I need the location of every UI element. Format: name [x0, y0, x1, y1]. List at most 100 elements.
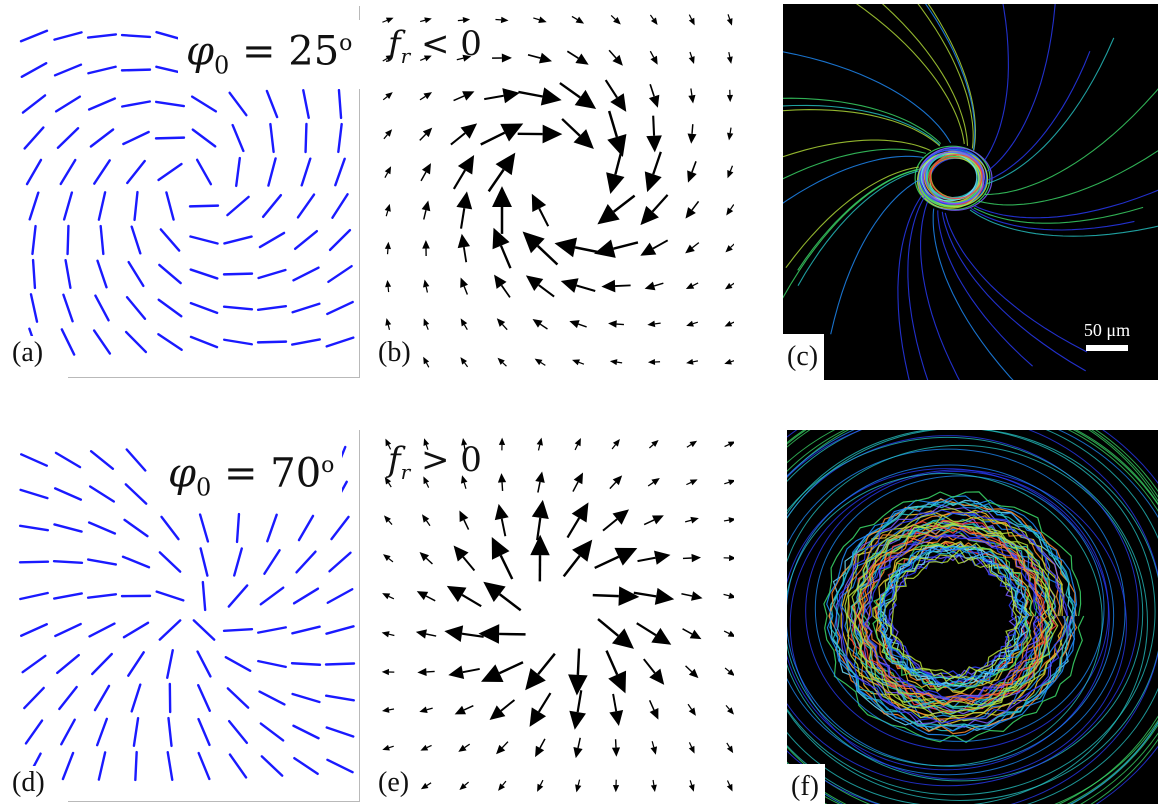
trajectory-outer: [787, 444, 1144, 782]
arrow-head: [607, 134, 627, 157]
director-rod: [258, 690, 286, 706]
director-rod: [122, 130, 150, 146]
arrow-head: [691, 591, 703, 601]
arrow-head: [685, 244, 695, 254]
phi-equation-d: φ0 = 70o: [160, 442, 343, 512]
director-rod: [31, 258, 37, 290]
arrow-head: [384, 476, 392, 485]
director-rod: [99, 224, 105, 256]
arrow-shaft: [561, 118, 581, 137]
director-rod: [291, 338, 321, 346]
panel-label-a: (a): [8, 336, 50, 370]
arrow-head: [613, 17, 621, 25]
arrow-shaft: [687, 703, 693, 710]
arrow-shaft: [382, 96, 388, 101]
arrow-shaft: [536, 517, 542, 541]
arrow-head: [501, 53, 512, 63]
director-rod: [154, 100, 186, 108]
arrow-head: [538, 16, 547, 24]
arrow-head: [423, 55, 432, 62]
arrow-shaft: [501, 741, 509, 749]
director-rod: [292, 266, 320, 282]
director-rod: [290, 662, 322, 666]
director-rod: [160, 515, 180, 541]
arrow-shaft: [648, 444, 654, 449]
arrow-shaft: [385, 210, 389, 217]
frame-line-a-bottom: [68, 377, 360, 378]
trajectory-track: [897, 195, 923, 380]
arrow-head: [728, 554, 734, 562]
arrow-head: [614, 547, 638, 566]
arrow-shaft: [682, 628, 693, 635]
arrow-shaft: [425, 324, 429, 330]
arrow-shaft: [730, 282, 734, 286]
trajectory-orbit: [846, 514, 1059, 717]
director-rod: [291, 625, 321, 635]
arrow-head: [575, 784, 582, 793]
trajectory-track: [987, 37, 1115, 185]
arrow-head: [381, 706, 390, 713]
trajectory-track: [927, 4, 977, 151]
arrow-shaft: [723, 519, 730, 522]
director-rod: [96, 259, 108, 289]
director-rod: [54, 95, 82, 113]
arrow-shaft: [730, 243, 734, 248]
arrow-head: [457, 155, 475, 175]
arrow-shaft: [463, 519, 470, 530]
arrow-head: [618, 586, 640, 606]
arrow-head: [611, 747, 621, 757]
arrow-head: [538, 52, 552, 64]
arrow-head: [492, 186, 512, 208]
director-rod: [133, 190, 139, 222]
director-rod: [64, 259, 72, 289]
arrow-head: [654, 587, 675, 605]
arrow-shaft: [652, 115, 656, 136]
director-rod: [199, 547, 209, 577]
trajectory-orbit: [889, 554, 1018, 678]
arrow-shaft: [726, 780, 731, 786]
arrow-shaft: [728, 51, 731, 58]
arrow-head: [608, 320, 617, 328]
director-rod: [23, 686, 45, 710]
arrow-shaft: [691, 161, 697, 173]
arrow-shaft: [388, 745, 394, 749]
arrow-head: [498, 437, 506, 445]
arrow-head: [385, 92, 393, 99]
director-rod: [235, 156, 241, 188]
arrow-shaft: [684, 519, 692, 523]
arrow-head: [456, 191, 473, 210]
arrow-head: [423, 356, 430, 365]
arrow-shaft: [538, 208, 550, 227]
panel-label-e: (e): [374, 766, 416, 800]
director-rod: [197, 684, 211, 712]
arrow-shaft: [633, 591, 657, 598]
arrow-head: [650, 784, 657, 793]
arrow-shaft: [729, 127, 732, 134]
arrow-shaft: [574, 444, 579, 451]
arrow-shaft: [420, 57, 426, 61]
director-rod: [235, 512, 241, 544]
arrow-head: [640, 205, 659, 226]
arrow-shaft: [604, 79, 618, 99]
arrow-head: [726, 783, 733, 792]
director-rod: [53, 592, 83, 600]
trajectory-track: [917, 4, 974, 149]
arrow-head: [460, 475, 468, 484]
arrow-shaft: [452, 169, 466, 190]
arrow-shaft: [461, 593, 482, 608]
arrow-head: [728, 592, 734, 599]
director-rod: [61, 751, 75, 781]
trajectory-track: [973, 189, 1158, 219]
arrow-shaft: [463, 482, 467, 489]
director-rod: [337, 88, 343, 120]
director-rod: [157, 162, 183, 182]
trajectory-track: [797, 168, 921, 271]
arrow-head: [612, 54, 623, 66]
arrow-shaft: [527, 54, 541, 59]
arrow-shaft: [463, 444, 466, 451]
arrow-head: [498, 783, 506, 791]
arrow-shaft: [648, 700, 655, 711]
arrow-head: [648, 94, 660, 108]
director-rod: [121, 555, 151, 569]
arrow-head: [727, 630, 734, 637]
